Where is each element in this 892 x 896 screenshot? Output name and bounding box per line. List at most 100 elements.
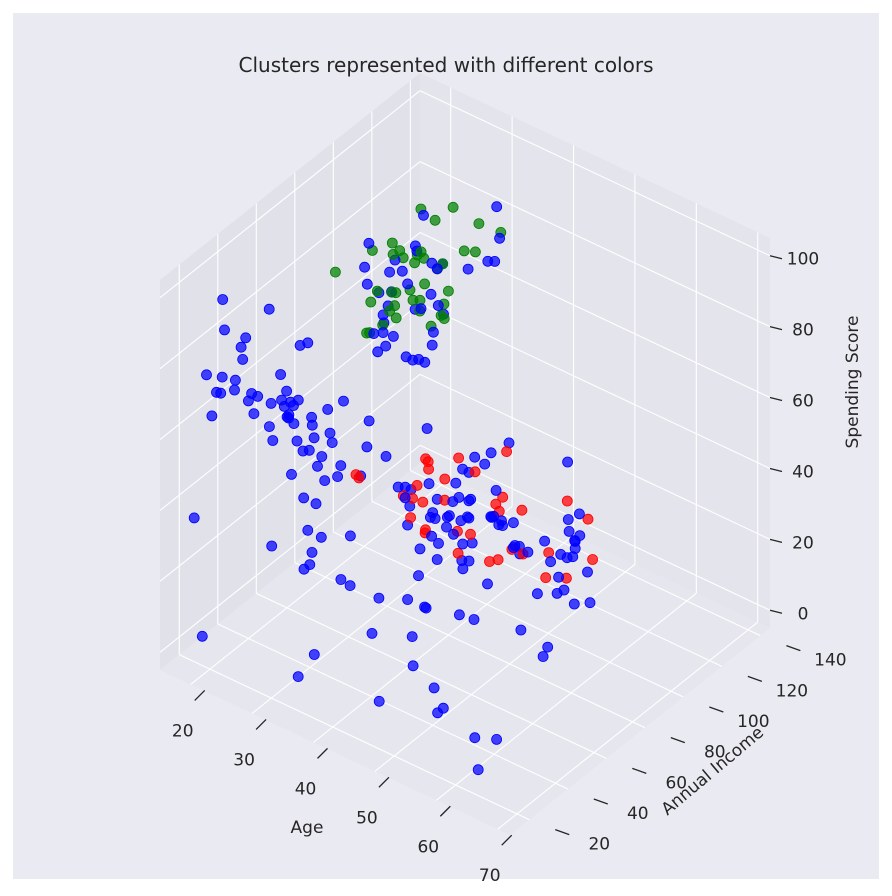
data-point bbox=[319, 475, 331, 487]
data-point bbox=[413, 570, 424, 582]
data-point bbox=[361, 441, 373, 453]
data-point bbox=[373, 695, 385, 707]
data-point bbox=[386, 286, 398, 298]
x-tick-label: 70 bbox=[479, 866, 501, 886]
data-point bbox=[206, 410, 218, 422]
data-point bbox=[458, 245, 470, 257]
data-point bbox=[457, 563, 469, 575]
data-point bbox=[363, 237, 375, 249]
data-point bbox=[469, 466, 481, 478]
data-point bbox=[423, 463, 435, 475]
data-point bbox=[469, 451, 481, 463]
axis-ticks: 20 30 40 50 60 70 20 40 60 80 100 120 140 0 20 40 60 80 10… bbox=[172, 250, 847, 886]
z-tick-mark bbox=[769, 538, 783, 543]
y-tick-mark bbox=[709, 706, 724, 713]
data-point bbox=[532, 588, 543, 600]
grid-y-floor bbox=[333, 531, 684, 698]
z-tick-label: 100 bbox=[787, 250, 819, 270]
data-point bbox=[390, 312, 402, 324]
data-point bbox=[562, 514, 574, 525]
data-point bbox=[437, 702, 449, 714]
data-point bbox=[326, 437, 338, 449]
data-point bbox=[288, 418, 300, 430]
data-point bbox=[294, 339, 306, 351]
y-tick-label: 80 bbox=[704, 743, 726, 763]
y-tick-label: 120 bbox=[776, 681, 808, 701]
data-point bbox=[263, 303, 275, 315]
data-point bbox=[562, 456, 573, 468]
data-point bbox=[419, 278, 431, 290]
data-point bbox=[276, 394, 288, 406]
data-point bbox=[286, 468, 297, 480]
data-point bbox=[322, 403, 334, 415]
data-point bbox=[275, 369, 287, 380]
data-point bbox=[461, 511, 473, 523]
data-point bbox=[237, 353, 249, 365]
grid-y-floor bbox=[217, 623, 569, 790]
data-point bbox=[361, 278, 373, 290]
data-point bbox=[574, 508, 585, 520]
data-point bbox=[490, 498, 502, 510]
data-point bbox=[248, 408, 260, 420]
data-point bbox=[494, 232, 506, 244]
data-point bbox=[432, 300, 444, 311]
data-point bbox=[453, 609, 465, 621]
grid-x-floor bbox=[313, 534, 574, 743]
data-point bbox=[542, 641, 554, 653]
data-point bbox=[359, 261, 371, 273]
x-tick-mark bbox=[317, 747, 328, 759]
data-point bbox=[419, 601, 431, 613]
data-point bbox=[472, 764, 484, 776]
y-tick-label: 40 bbox=[627, 804, 649, 824]
data-point bbox=[324, 427, 336, 439]
y-tick-mark bbox=[786, 645, 801, 652]
x-tick-label: 20 bbox=[172, 721, 194, 741]
data-point bbox=[281, 411, 293, 423]
grid-z-back bbox=[159, 90, 421, 299]
data-point bbox=[335, 460, 347, 472]
data-point bbox=[473, 218, 485, 230]
data-point bbox=[431, 263, 443, 275]
data-point bbox=[485, 447, 497, 459]
data-point bbox=[466, 537, 478, 549]
data-point bbox=[587, 554, 598, 565]
x-tick-label: 40 bbox=[295, 779, 317, 799]
data-point bbox=[368, 328, 380, 340]
x-axis-label: Age bbox=[291, 818, 324, 838]
data-point bbox=[561, 495, 573, 507]
data-point bbox=[188, 512, 200, 524]
data-point bbox=[407, 660, 419, 672]
x-tick-mark bbox=[501, 834, 513, 846]
data-point bbox=[201, 369, 212, 381]
data-point bbox=[427, 326, 439, 338]
grid-z-side bbox=[419, 232, 771, 399]
data-point bbox=[384, 305, 396, 317]
z-tick-mark bbox=[769, 255, 783, 260]
data-point bbox=[216, 371, 228, 383]
data-point bbox=[442, 285, 454, 297]
data-point bbox=[235, 341, 247, 353]
data-point bbox=[265, 397, 277, 409]
x-tick-label: 50 bbox=[356, 808, 378, 828]
data-point bbox=[363, 415, 375, 427]
data-point bbox=[266, 540, 278, 552]
data-point bbox=[516, 504, 528, 516]
data-point bbox=[468, 614, 480, 625]
chart-title: Clusters represented with different colo… bbox=[239, 53, 654, 77]
data-point bbox=[329, 266, 341, 278]
data-point bbox=[399, 492, 411, 504]
data-point bbox=[543, 547, 555, 558]
grid-x-floor bbox=[190, 477, 452, 685]
data-point bbox=[574, 530, 586, 541]
data-point bbox=[402, 278, 414, 290]
data-point bbox=[267, 435, 279, 446]
data-point bbox=[263, 421, 275, 433]
data-point bbox=[380, 450, 392, 462]
data-point bbox=[497, 520, 509, 531]
data-point bbox=[469, 246, 481, 258]
data-point bbox=[229, 384, 240, 396]
data-point bbox=[491, 734, 503, 745]
data-point bbox=[406, 631, 418, 642]
data-point bbox=[415, 246, 427, 258]
